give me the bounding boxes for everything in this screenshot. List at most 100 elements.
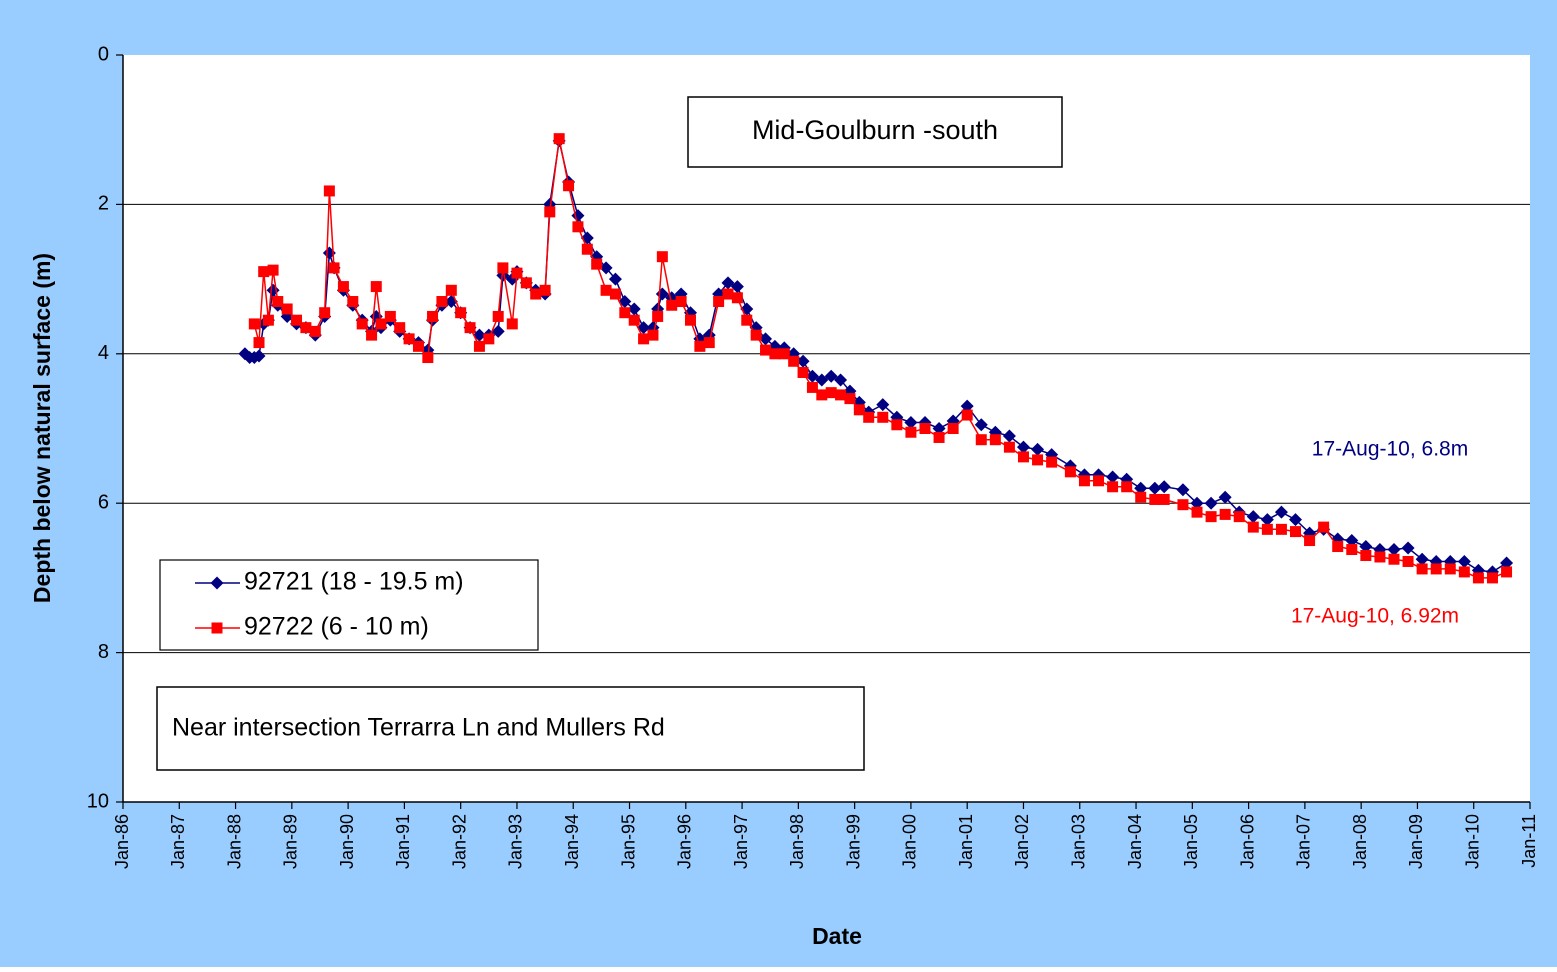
- marker: [1457, 554, 1471, 568]
- marker: [989, 434, 1001, 446]
- marker: [721, 276, 735, 290]
- marker: [961, 409, 973, 421]
- marker: [960, 399, 974, 413]
- legend-label: 92721 (18 - 19.5 m): [244, 568, 464, 596]
- marker: [1031, 442, 1045, 456]
- marker: [891, 419, 903, 431]
- marker: [1416, 563, 1428, 575]
- chart-title: Mid-Goulburn -south: [752, 115, 998, 145]
- marker: [684, 314, 696, 326]
- marker: [1260, 513, 1274, 527]
- marker: [741, 314, 753, 326]
- x-tick-label: Jan-02: [1012, 814, 1032, 869]
- x-tick-label: Jan-05: [1181, 814, 1201, 869]
- marker: [1218, 490, 1232, 504]
- legend-label: 92722 (6 - 10 m): [244, 613, 429, 641]
- marker: [281, 303, 293, 315]
- marker: [323, 185, 335, 197]
- x-tick-label: Jan-87: [168, 814, 188, 869]
- marker: [1219, 508, 1231, 520]
- marker: [1064, 466, 1076, 478]
- x-tick-label: Jan-99: [843, 814, 863, 869]
- marker: [1501, 566, 1513, 578]
- y-tick-label: 10: [87, 790, 109, 812]
- marker: [492, 310, 504, 322]
- marker: [384, 310, 396, 322]
- subtitle-box: [156, 686, 865, 771]
- marker: [1017, 451, 1029, 463]
- marker: [904, 416, 918, 430]
- marker: [600, 284, 612, 296]
- marker: [666, 299, 678, 311]
- marker: [947, 423, 959, 434]
- marker: [394, 322, 406, 334]
- marker: [427, 310, 439, 322]
- marker: [1415, 552, 1429, 566]
- marker: [750, 329, 762, 341]
- marker: [1134, 481, 1148, 495]
- marker: [675, 296, 687, 308]
- marker: [1157, 480, 1171, 494]
- marker: [370, 281, 382, 293]
- marker: [1107, 481, 1119, 493]
- marker: [1003, 441, 1015, 453]
- marker: [403, 333, 415, 345]
- marker: [1246, 510, 1260, 524]
- marker: [539, 284, 551, 296]
- marker: [778, 348, 790, 360]
- marker: [436, 296, 448, 308]
- marker: [919, 423, 931, 434]
- marker: [253, 337, 265, 349]
- marker: [722, 288, 734, 300]
- marker: [1046, 456, 1058, 468]
- marker: [609, 288, 621, 300]
- annotation: 17-Aug-10, 6.8m: [1312, 438, 1468, 461]
- marker: [1149, 493, 1161, 505]
- x-tick-label: Jan-10: [1462, 814, 1482, 869]
- marker: [1247, 521, 1259, 533]
- marker: [877, 411, 889, 423]
- marker: [422, 352, 434, 364]
- x-tick-label: Jan-88: [224, 814, 244, 869]
- marker: [1486, 572, 1498, 584]
- marker: [319, 307, 331, 319]
- marker: [713, 296, 725, 308]
- marker: [1359, 540, 1373, 554]
- marker: [1275, 523, 1287, 535]
- marker: [356, 318, 368, 330]
- marker: [455, 307, 467, 319]
- marker: [1002, 429, 1016, 443]
- marker: [1176, 483, 1190, 497]
- legend-marker: [210, 576, 224, 590]
- marker: [1290, 526, 1301, 538]
- marker: [1500, 556, 1514, 570]
- marker: [291, 314, 303, 326]
- marker: [638, 333, 650, 345]
- x-tick-label: Jan-08: [1350, 814, 1370, 869]
- marker: [1401, 541, 1415, 555]
- x-tick-label: Jan-89: [281, 814, 301, 869]
- y-tick-label: 8: [98, 641, 109, 663]
- marker: [853, 404, 865, 416]
- marker: [1205, 511, 1217, 523]
- marker: [591, 258, 603, 270]
- marker: [619, 307, 631, 319]
- marker: [1345, 534, 1359, 548]
- marker: [824, 369, 838, 383]
- marker: [328, 262, 340, 274]
- marker: [1274, 505, 1288, 519]
- marker: [1388, 553, 1400, 565]
- marker: [258, 266, 270, 278]
- y-axis-label: Depth below natural surface (m): [29, 253, 55, 603]
- marker: [375, 318, 387, 330]
- marker: [825, 387, 837, 399]
- marker: [1106, 470, 1120, 484]
- marker: [572, 221, 584, 233]
- marker: [483, 333, 495, 345]
- x-tick-label: Jan-93: [506, 814, 526, 869]
- marker: [731, 292, 743, 304]
- marker: [1148, 481, 1162, 495]
- x-tick-label: Jan-04: [1125, 814, 1145, 869]
- marker: [905, 426, 917, 438]
